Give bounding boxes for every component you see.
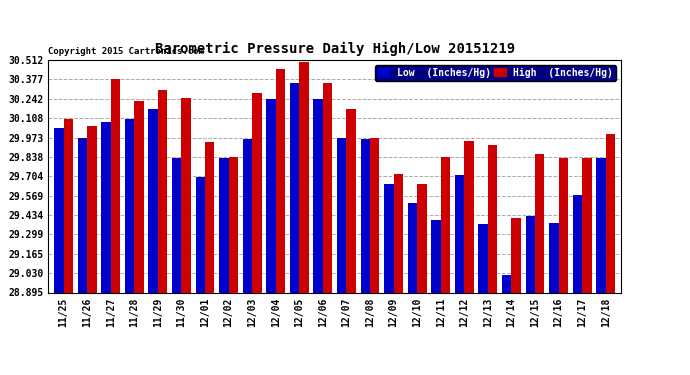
Bar xyxy=(346,109,356,375)
Bar xyxy=(582,158,591,375)
Bar xyxy=(464,141,474,375)
Bar xyxy=(384,184,393,375)
Bar xyxy=(243,140,252,375)
Bar xyxy=(135,100,144,375)
Bar xyxy=(111,79,120,375)
Bar xyxy=(535,154,544,375)
Bar xyxy=(408,202,417,375)
Bar xyxy=(276,69,285,375)
Bar xyxy=(323,83,333,375)
Bar xyxy=(205,142,215,375)
Text: Copyright 2015 Cartronics.com: Copyright 2015 Cartronics.com xyxy=(48,47,204,56)
Bar xyxy=(228,157,238,375)
Bar xyxy=(87,126,97,375)
Bar xyxy=(337,138,346,375)
Bar xyxy=(361,140,370,375)
Bar xyxy=(55,128,63,375)
Bar xyxy=(606,134,615,375)
Bar xyxy=(478,224,488,375)
Bar xyxy=(148,109,158,375)
Bar xyxy=(393,174,403,375)
Bar xyxy=(441,157,450,375)
Bar xyxy=(78,138,87,375)
Bar xyxy=(596,158,606,375)
Bar xyxy=(313,99,323,375)
Bar xyxy=(549,223,558,375)
Bar xyxy=(488,145,497,375)
Bar xyxy=(172,158,181,375)
Bar xyxy=(370,138,380,375)
Bar xyxy=(417,184,426,375)
Bar xyxy=(266,99,276,375)
Bar xyxy=(526,216,535,375)
Bar xyxy=(195,177,205,375)
Bar xyxy=(511,219,521,375)
Bar xyxy=(219,158,228,375)
Bar xyxy=(558,158,568,375)
Bar xyxy=(252,93,262,375)
Bar xyxy=(63,119,73,375)
Title: Barometric Pressure Daily High/Low 20151219: Barometric Pressure Daily High/Low 20151… xyxy=(155,42,515,56)
Bar xyxy=(158,90,167,375)
Bar xyxy=(299,62,308,375)
Bar xyxy=(431,220,441,375)
Legend: Low  (Inches/Hg), High  (Inches/Hg): Low (Inches/Hg), High (Inches/Hg) xyxy=(375,65,616,81)
Bar xyxy=(181,98,191,375)
Bar xyxy=(290,83,299,375)
Bar xyxy=(125,119,135,375)
Bar xyxy=(573,195,582,375)
Bar xyxy=(455,176,464,375)
Bar xyxy=(502,274,511,375)
Bar xyxy=(101,122,111,375)
